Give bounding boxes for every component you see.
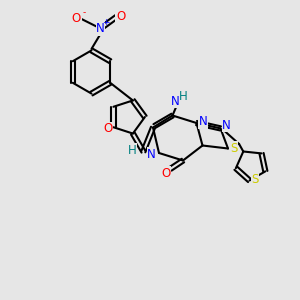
Text: N: N — [96, 22, 105, 35]
Text: O: O — [161, 167, 170, 180]
Text: H: H — [128, 143, 136, 157]
Text: N: N — [171, 95, 180, 108]
Text: O: O — [72, 11, 81, 25]
Text: S: S — [230, 142, 238, 155]
Text: S: S — [251, 172, 259, 185]
Text: N: N — [222, 119, 231, 132]
Text: O: O — [103, 122, 112, 135]
Text: H: H — [179, 90, 188, 104]
Text: N: N — [147, 148, 156, 161]
Text: +: + — [102, 18, 109, 27]
Text: N: N — [199, 115, 208, 128]
Text: -: - — [83, 8, 86, 17]
Text: O: O — [116, 10, 125, 23]
